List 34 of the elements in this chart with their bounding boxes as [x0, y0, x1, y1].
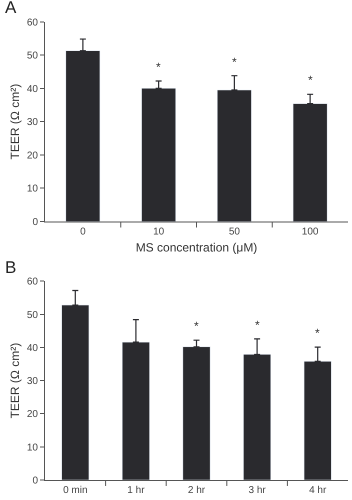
x-tick-label: 50 — [228, 226, 240, 238]
x-tick-label: 100 — [302, 226, 319, 238]
chart-title: B — [5, 258, 16, 277]
x-tick-label: 10 — [153, 226, 165, 238]
y-tick-label: 10 — [26, 184, 38, 195]
y-tick-label: 60 — [26, 17, 38, 28]
y-tick-label: 0 — [32, 217, 38, 228]
y-tick-label: 10 — [26, 442, 38, 454]
x-tick-label: 2 hr — [188, 485, 206, 496]
chart-title: A — [5, 0, 17, 17]
y-axis-title: TEER (Ω cm²) — [8, 342, 22, 418]
y-tick-label: 0 — [32, 476, 38, 486]
data-label: * — [194, 319, 199, 333]
data-label: * — [315, 326, 320, 340]
y-tick-label: 30 — [26, 117, 38, 128]
y-tick-label: 40 — [26, 342, 38, 354]
data-label: * — [308, 73, 313, 87]
x-axis-title: MS concentration (μM) — [136, 240, 258, 254]
y-tick-label: 30 — [26, 376, 38, 388]
x-tick-label: 3 hr — [248, 485, 266, 496]
x-tick-label: 0 min — [63, 485, 88, 496]
y-tick-label: 20 — [26, 150, 38, 162]
data-label: * — [232, 55, 237, 69]
x-tick-label: 0 — [80, 226, 86, 238]
x-tick-label: 4 hr — [309, 485, 327, 496]
data-label: * — [255, 318, 260, 332]
x-tick-label: 1 hr — [127, 485, 146, 496]
y-tick-label: 50 — [26, 310, 38, 321]
y-tick-label: 50 — [26, 50, 38, 62]
y-tick-label: 40 — [26, 84, 38, 95]
y-tick-label: 20 — [26, 409, 38, 420]
data-label: * — [156, 60, 161, 74]
y-tick-label: 60 — [26, 276, 38, 288]
y-axis-title: TEER (Ω cm²) — [8, 84, 22, 160]
